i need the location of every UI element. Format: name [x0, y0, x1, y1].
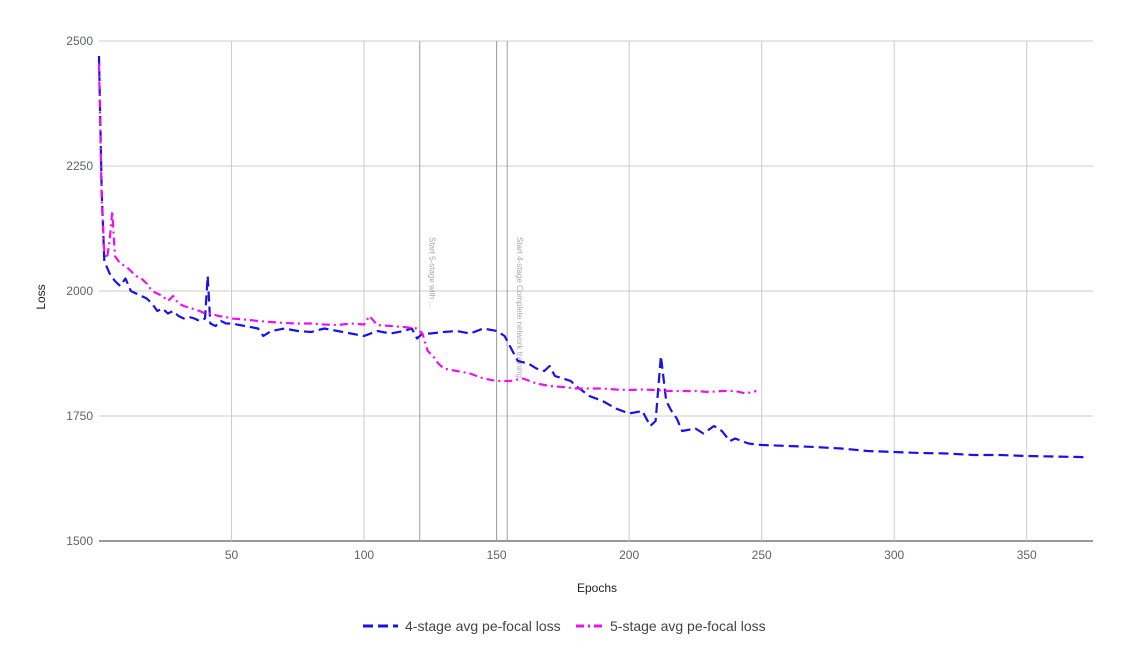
- series-line-5-stage: [97, 63, 757, 395]
- y-axis-title: Loss: [34, 284, 48, 309]
- y-tick-label: 2500: [66, 34, 93, 48]
- y-tick-label: 2000: [66, 284, 93, 298]
- tick-labels: 1500 1750 2000 2250 2500 50 100 150 200 250 300 350: [66, 34, 1037, 562]
- marker-label: Start 5-stage with ...: [428, 237, 437, 308]
- y-tick-label: 1500: [66, 534, 93, 548]
- y-tick-label: 1750: [66, 409, 93, 423]
- x-tick-label: 50: [225, 548, 239, 562]
- x-axis-title: Epochs: [577, 581, 617, 595]
- grid-lines: [99, 40, 1093, 542]
- x-tick-label: 250: [752, 548, 772, 562]
- y-tick-label: 2250: [66, 159, 93, 173]
- legend-label-5-stage: 5-stage avg pe-focal loss: [610, 618, 766, 634]
- x-tick-label: 150: [487, 548, 507, 562]
- x-tick-label: 350: [1017, 548, 1037, 562]
- legend: 4-stage avg pe-focal loss 5-stage avg pe…: [363, 618, 766, 634]
- x-tick-label: 300: [884, 548, 904, 562]
- vertical-markers: Start 5-stage with ... Start 4-stage Comp…: [419, 41, 524, 541]
- legend-label-4-stage: 4-stage avg pe-focal loss: [405, 618, 561, 634]
- x-tick-label: 200: [619, 548, 639, 562]
- series-lines: [97, 55, 1088, 459]
- x-tick-label: 100: [354, 548, 374, 562]
- marker-label: Start 4-stage Complete network training: [515, 237, 524, 378]
- series-line-4-stage: [97, 55, 1088, 459]
